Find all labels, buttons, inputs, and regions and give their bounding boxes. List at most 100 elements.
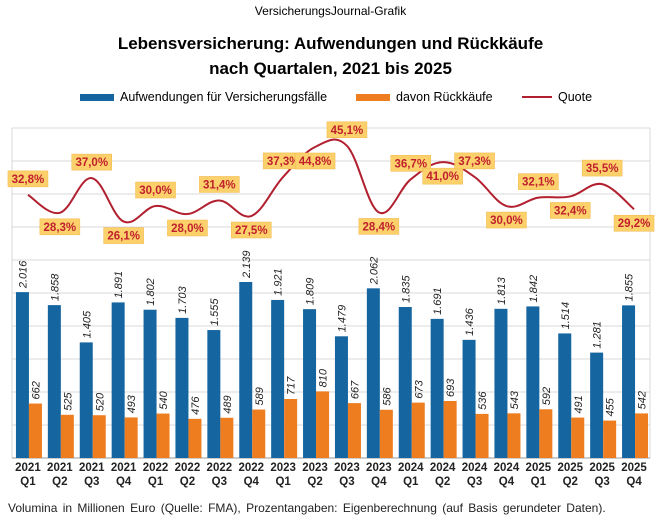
x-tick-label-quarter: Q2	[180, 476, 195, 488]
quote-label: 37,0%	[75, 157, 108, 169]
bar-aufwendungen	[79, 342, 93, 458]
bar-aufwendungen	[207, 330, 221, 458]
data-label-rueckkaeufe: 810	[318, 368, 330, 387]
quote-label: 30,0%	[139, 185, 172, 197]
x-tick-label-quarter: Q4	[244, 476, 260, 488]
data-label-aufwendungen: 1.835	[400, 275, 412, 303]
data-label-rueckkaeufe: 536	[477, 391, 489, 410]
data-label-rueckkaeufe: 693	[445, 378, 457, 397]
x-tick-label-year: 2025	[621, 462, 647, 474]
quote-label: 30,0%	[490, 215, 523, 227]
data-label-aufwendungen: 1.921	[273, 268, 285, 296]
data-label-aufwendungen: 1.514	[560, 302, 572, 330]
quote-label: 32,1%	[522, 177, 555, 189]
quote-label-bg	[518, 173, 559, 190]
x-tick-label-quarter: Q1	[531, 476, 547, 488]
data-label-rueckkaeufe: 520	[94, 392, 106, 411]
x-tick-label-quarter: Q4	[626, 476, 642, 488]
bar-rueckkaeufe	[379, 409, 393, 458]
data-label-rueckkaeufe: 592	[541, 387, 553, 405]
data-label-rueckkaeufe: 586	[381, 387, 393, 406]
quote-label-bg	[231, 221, 272, 239]
quote-label: 32,8%	[12, 174, 45, 186]
bar-rueckkaeufe	[60, 414, 74, 458]
bar-aufwendungen	[143, 309, 157, 458]
x-tick-label-quarter: Q2	[307, 476, 322, 488]
data-label-aufwendungen: 1.802	[145, 278, 157, 306]
legend-label-aufwendungen: Aufwendungen für Versicherungsfälle	[120, 90, 328, 104]
bar-aufwendungen	[366, 288, 380, 458]
quote-label: 32,4%	[554, 205, 587, 217]
bar-rueckkaeufe	[475, 413, 489, 458]
data-label-aufwendungen: 2.062	[368, 257, 380, 286]
chart-title-line-2: nach Quartalen, 2021 bis 2025	[209, 59, 452, 78]
x-tick-label-quarter: Q1	[403, 476, 419, 488]
legend-item-quote: Quote	[522, 90, 592, 104]
bar-rueckkaeufe	[603, 420, 617, 458]
x-tick-label-quarter: Q1	[275, 476, 291, 488]
x-tick-label-year: 2023	[270, 462, 296, 474]
x-tick-label-quarter: Q3	[84, 476, 99, 488]
data-label-rueckkaeufe: 493	[126, 394, 138, 413]
quote-label-bg	[422, 167, 463, 185]
bar-rueckkaeufe	[220, 417, 234, 458]
data-label-aufwendungen: 1.842	[528, 275, 540, 303]
data-label-rueckkaeufe: 525	[62, 392, 74, 411]
x-tick-label-quarter: Q3	[212, 476, 227, 488]
quote-label: 37,3%	[458, 156, 491, 168]
data-label-rueckkaeufe: 667	[349, 380, 361, 399]
quote-label-bg	[294, 152, 336, 170]
data-label-aufwendungen: 1.555	[209, 298, 221, 326]
quote-label-bg	[71, 153, 112, 171]
legend-item-rueckkaeufe: davon Rückkäufe	[356, 90, 493, 104]
x-tick-label-quarter: Q1	[20, 476, 36, 488]
legend-swatch-aufwendungen	[80, 93, 114, 101]
quote-label-bg	[550, 202, 591, 219]
data-label-rueckkaeufe: 673	[413, 379, 425, 398]
x-tick-label-year: 2021	[79, 462, 105, 474]
data-label-rueckkaeufe: 489	[222, 395, 234, 413]
bar-aufwendungen	[47, 305, 61, 458]
bar-aufwendungen	[111, 302, 125, 458]
bar-rueckkaeufe	[539, 409, 553, 458]
quote-label-bg	[39, 218, 81, 236]
bar-rueckkaeufe	[316, 391, 330, 458]
quote-label: 31,4%	[203, 179, 236, 191]
bar-aufwendungen	[590, 352, 604, 458]
legend-label-quote: Quote	[558, 90, 593, 104]
data-label-rueckkaeufe: 542	[637, 391, 649, 409]
bar-rueckkaeufe	[28, 403, 42, 458]
quote-label-bg	[390, 155, 431, 172]
quote-label: 37,3%	[267, 156, 300, 168]
legend: Aufwendungen für Versicherungsfälle davo…	[0, 90, 661, 108]
x-tick-label-year: 2024	[494, 462, 520, 474]
quote-label: 28,3%	[44, 222, 77, 234]
data-label-aufwendungen: 2.139	[241, 250, 253, 279]
data-label-aufwendungen: 1.858	[49, 273, 61, 301]
x-tick-label-quarter: Q3	[339, 476, 354, 488]
bar-aufwendungen	[271, 299, 285, 458]
bar-aufwendungen	[430, 318, 444, 458]
quote-label: 36,7%	[394, 158, 427, 170]
quote-label-bg	[486, 211, 527, 229]
quote-label: 27,5%	[235, 225, 268, 237]
quote-label-bg	[326, 121, 368, 139]
x-tick-label-year: 2025	[557, 462, 583, 474]
x-tick-label-year: 2022	[207, 462, 233, 474]
data-label-rueckkaeufe: 589	[254, 387, 266, 405]
bar-rueckkaeufe	[156, 413, 170, 458]
data-label-aufwendungen: 1.813	[496, 276, 508, 304]
data-label-aufwendungen: 1.703	[177, 285, 189, 313]
x-tick-label-quarter: Q4	[371, 476, 387, 488]
data-label-rueckkaeufe: 476	[190, 396, 202, 415]
bar-aufwendungen	[622, 305, 636, 458]
footnote: Volumina in Millionen Euro (Quelle: FMA)…	[8, 501, 606, 515]
x-tick-label-quarter: Q2	[563, 476, 578, 488]
data-label-aufwendungen: 1.436	[464, 307, 476, 335]
x-tick-label-year: 2022	[143, 462, 169, 474]
bar-aufwendungen	[15, 292, 29, 458]
bar-aufwendungen	[303, 309, 317, 458]
quote-label-bg	[581, 159, 623, 177]
quote-label-bg	[103, 227, 144, 244]
x-tick-label-year: 2024	[398, 462, 424, 474]
